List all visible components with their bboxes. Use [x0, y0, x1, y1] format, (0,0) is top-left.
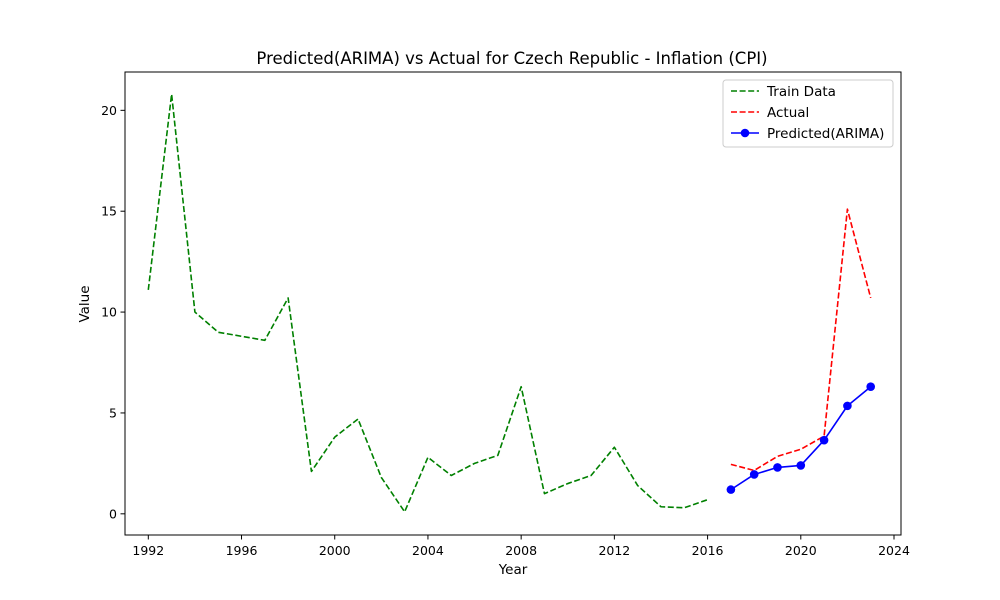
- x-tick-label: 2020: [785, 543, 817, 558]
- legend-box: [722, 79, 894, 148]
- series-line-actual: [730, 208, 872, 472]
- data-point-predicted-arima: [819, 435, 829, 445]
- legend-label-train-data: Train Data: [766, 84, 836, 100]
- legend-marker-predicted-arima: [740, 128, 750, 138]
- x-tick-label: 2024: [878, 543, 910, 558]
- y-tick-label: 20: [101, 103, 117, 118]
- y-tick-label: 10: [101, 305, 117, 320]
- x-tick-label: 2008: [505, 543, 537, 558]
- plot-frame: [124, 71, 902, 536]
- legend-label-actual: Actual: [767, 105, 809, 121]
- x-tick-label: 2012: [598, 543, 630, 558]
- x-tick-label: 1996: [226, 543, 258, 558]
- x-tick-label: 1992: [132, 543, 164, 558]
- x-tick-label: 2016: [692, 543, 724, 558]
- x-tick-label: 2004: [412, 543, 444, 558]
- y-axis: 0 5 10 15 20: [101, 103, 125, 521]
- x-axis: 1992 1996 2000 2004 2008 2012 2016 2020 2024: [132, 535, 910, 558]
- legend: Train Data Actual Predicted(ARIMA): [722, 79, 894, 148]
- data-point-predicted-arima: [773, 463, 782, 472]
- data-point-predicted-arima: [796, 461, 806, 470]
- data-point-predicted-arima: [749, 470, 759, 479]
- chart-title: Predicted(ARIMA) vs Actual for Czech Rep…: [256, 49, 767, 68]
- series-line-train-data: [147, 93, 708, 513]
- y-tick-label: 5: [109, 405, 117, 420]
- y-axis-label: Value: [77, 285, 93, 322]
- plot-marks: [147, 93, 876, 513]
- data-point-predicted-arima: [843, 401, 852, 411]
- data-point-predicted-arima: [726, 485, 736, 494]
- x-axis-label: Year: [498, 562, 528, 578]
- legend-label-predicted-arima: Predicted(ARIMA): [767, 126, 884, 142]
- y-tick-label: 0: [109, 506, 117, 521]
- data-point-predicted-arima: [866, 382, 876, 392]
- x-tick-label: 2000: [319, 543, 351, 558]
- y-tick-label: 15: [101, 204, 117, 219]
